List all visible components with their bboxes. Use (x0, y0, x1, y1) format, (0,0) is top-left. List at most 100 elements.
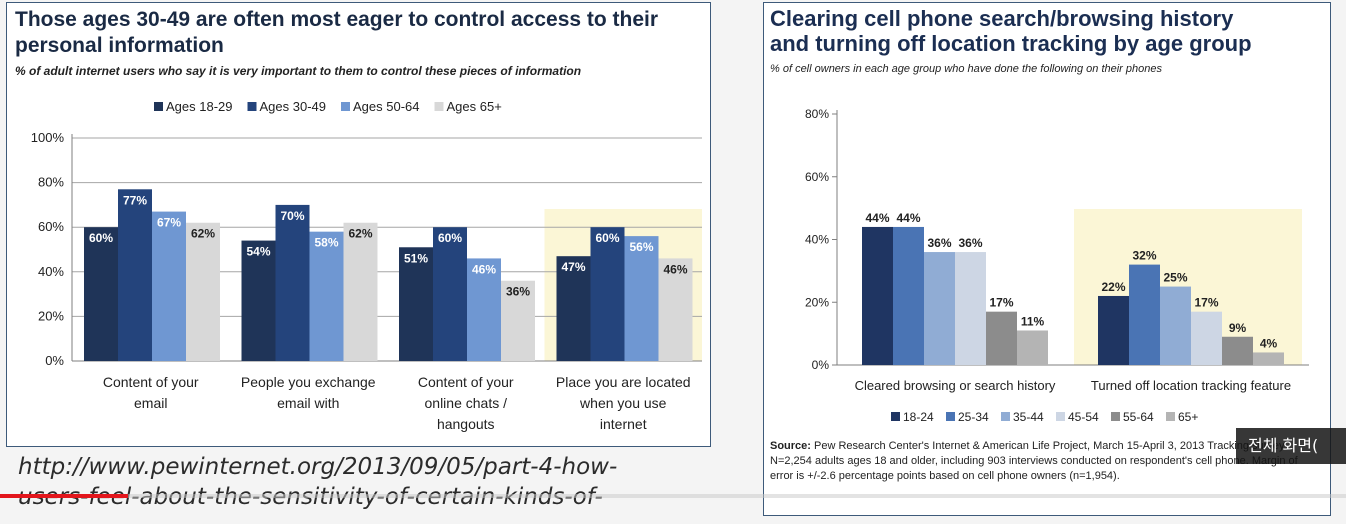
right-legend-label: 55-64 (1123, 410, 1154, 424)
left-bar (275, 204, 310, 361)
left-data-label: 54% (246, 245, 270, 259)
right-data-label: 17% (989, 296, 1013, 310)
right-title-line2: and turning off location tracking by age… (770, 31, 1252, 56)
right-data-label: 32% (1132, 249, 1156, 263)
right-data-label: 36% (958, 236, 982, 250)
left-legend-swatch (434, 102, 444, 111)
left-chart-subtitle: % of adult internet users who say it is … (15, 64, 582, 78)
left-category-label: internet (600, 416, 647, 432)
right-bar (1160, 286, 1191, 365)
right-data-label: 17% (1194, 296, 1218, 310)
left-data-label: 62% (191, 227, 215, 241)
right-bar (1098, 295, 1129, 365)
url-line1[interactable]: http://www.pewinternet.org/2013/09/05/pa… (18, 454, 618, 480)
right-title-line1: Clearing cell phone search/browsing hist… (770, 6, 1234, 31)
left-category-label: hangouts (437, 416, 495, 432)
left-legend-swatch (341, 102, 350, 111)
right-bar (862, 226, 893, 365)
left-category-label: online chats / (425, 395, 508, 411)
left-bar (590, 227, 625, 361)
right-data-label: 44% (865, 211, 889, 225)
left-bar (624, 236, 659, 361)
left-ytick-label: 80% (38, 175, 64, 190)
left-data-label: 60% (89, 231, 113, 245)
left-data-label: 51% (404, 251, 428, 265)
right-data-label: 36% (927, 236, 951, 250)
left-bar (399, 247, 433, 361)
right-bar (955, 252, 986, 365)
left-legend-label: Ages 18-29 (166, 99, 233, 114)
left-data-label: 62% (348, 227, 372, 241)
right-chart-subtitle: % of cell owners in each age group who h… (770, 63, 1162, 75)
right-chart-title: Clearing cell phone search/browsing hist… (770, 6, 1252, 56)
video-progress-fill (0, 494, 128, 498)
left-legend-label: Ages 30-49 (260, 99, 327, 114)
left-bar-chart: 0% 20% 40% 60% 80% 100% 60% 77% 67% 62% Content of… (31, 99, 702, 432)
right-bar (986, 311, 1017, 365)
right-data-label: 4% (1260, 336, 1278, 350)
left-data-label: 60% (438, 231, 462, 245)
left-bar (467, 258, 501, 361)
left-ytick-label: 60% (38, 219, 64, 234)
right-data-label: 22% (1101, 280, 1125, 294)
left-bar (118, 189, 152, 361)
left-category-label: Content of your (103, 374, 199, 390)
left-data-label: 46% (472, 262, 496, 276)
right-bar-chart: 0% 20% 40% 60% 80% 44% 44% 36% 36% 17% 11% Cleared … (805, 107, 1309, 424)
right-category-label: Turned off location tracking feature (1091, 378, 1291, 393)
left-category-label: email with (277, 395, 339, 411)
right-category-label: Cleared browsing or search history (855, 378, 1056, 393)
right-bar (924, 252, 955, 365)
source-note: Source: Pew Research Center's Internet &… (770, 439, 1320, 484)
right-legend-swatch (1056, 412, 1065, 421)
right-ytick-label: 0% (812, 358, 830, 372)
left-bar (343, 222, 378, 361)
left-legend-swatch (154, 102, 163, 111)
right-legend-swatch (1111, 412, 1120, 421)
right-chart-panel: Clearing cell phone search/browsing hist… (763, 2, 1331, 516)
source-label: Source: (770, 440, 811, 452)
right-ytick-label: 40% (805, 233, 829, 247)
right-legend-label: 18-24 (903, 410, 934, 424)
left-data-label: 67% (157, 216, 181, 230)
article-url[interactable]: http://www.pewinternet.org/2013/09/05/pa… (18, 452, 718, 512)
right-legend-swatch (1166, 412, 1175, 421)
left-legend-label: Ages 65+ (447, 99, 502, 114)
left-data-label: 46% (663, 262, 687, 276)
left-bar (152, 211, 186, 361)
right-bar (1222, 336, 1253, 365)
left-category-label: Place you are located (556, 374, 691, 390)
left-bar (241, 240, 276, 361)
right-bar (893, 226, 924, 365)
left-data-label: 70% (280, 209, 304, 223)
right-legend-swatch (891, 412, 900, 421)
left-category-label: People you exchange (241, 374, 376, 390)
left-legend-label: Ages 50-64 (353, 99, 420, 114)
right-legend-swatch (946, 412, 955, 421)
left-bar (84, 227, 118, 361)
left-legend-swatch (247, 102, 257, 111)
left-data-label: 60% (595, 231, 619, 245)
right-bar (1017, 330, 1048, 365)
right-legend-label: 45-54 (1068, 410, 1099, 424)
right-bar (1129, 264, 1160, 365)
left-chart-title: Those ages 30-49 are often most eager to… (15, 7, 658, 59)
right-legend-swatch (1001, 412, 1010, 421)
right-ytick-label: 20% (805, 295, 829, 309)
right-data-label: 9% (1229, 321, 1247, 335)
left-title-line1: Those ages 30-49 are often most eager to… (15, 8, 659, 31)
left-ytick-label: 100% (31, 130, 65, 145)
video-progress-bar[interactable] (0, 494, 1346, 498)
left-category-label: when you use (579, 395, 667, 411)
right-bar (1253, 352, 1284, 365)
left-data-label: 77% (123, 193, 147, 207)
right-data-label: 11% (1021, 314, 1045, 328)
right-ytick-label: 80% (805, 107, 829, 121)
left-data-label: 58% (314, 236, 338, 250)
right-ytick-label: 60% (805, 170, 829, 184)
right-bar (1191, 311, 1222, 365)
left-bar (556, 256, 591, 361)
left-bar (658, 258, 693, 361)
right-data-label: 44% (896, 211, 920, 225)
left-bar (186, 222, 220, 361)
